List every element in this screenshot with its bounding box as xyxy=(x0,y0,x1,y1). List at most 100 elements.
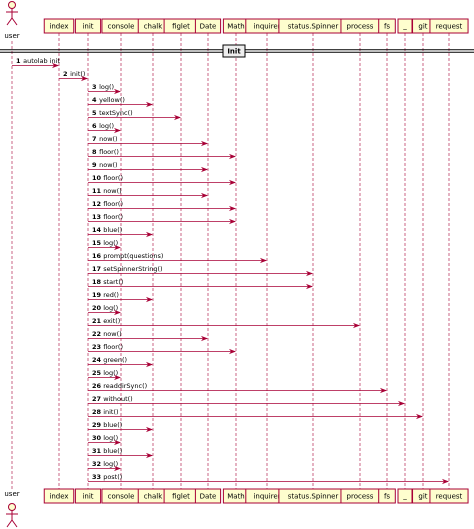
message-number: 22 xyxy=(92,330,101,338)
participant-index-top: index xyxy=(43,18,75,34)
participant-label: process xyxy=(347,23,374,31)
message-number: 23 xyxy=(92,343,101,351)
message-label: yellow() xyxy=(99,96,125,104)
message-number: 28 xyxy=(92,408,102,416)
participant-box xyxy=(43,18,75,34)
message-22: 22 now() xyxy=(88,330,208,342)
message-label: now() xyxy=(99,161,117,169)
arrowhead-icon xyxy=(306,283,313,290)
arrowhead-icon xyxy=(229,179,236,186)
arrowhead-icon xyxy=(146,296,153,303)
arrowhead-icon xyxy=(201,192,208,199)
message-label: without() xyxy=(103,395,133,403)
message-4: 4 yellow() xyxy=(88,96,153,108)
arrowhead-icon xyxy=(114,88,121,95)
message-label: floor() xyxy=(103,343,123,351)
participant-request-bottom: request xyxy=(429,488,469,504)
participant-label: git xyxy=(418,23,427,31)
message-number: 15 xyxy=(92,239,102,247)
message-number: 32 xyxy=(92,460,101,468)
actor-leg-left xyxy=(6,519,13,528)
participant-console-bottom: console xyxy=(101,488,141,504)
participant-label: chalk xyxy=(144,493,164,501)
participant-Math-bottom: Math xyxy=(222,488,250,504)
message-number: 7 xyxy=(92,135,97,143)
message-3: 3 log() xyxy=(88,83,121,95)
actor-head-icon xyxy=(8,1,16,9)
message-label: post() xyxy=(103,473,122,481)
participant-_-top: _ xyxy=(397,18,413,34)
arrowhead-icon xyxy=(114,439,121,446)
arrowhead-icon xyxy=(146,231,153,238)
divider-box xyxy=(222,44,246,58)
message-16: 16 prompt(questions) xyxy=(88,252,267,264)
arrowhead-icon xyxy=(146,101,153,108)
message-24: 24 green() xyxy=(88,356,153,368)
message-label: autolab init xyxy=(23,57,60,65)
message-label: init() xyxy=(70,70,85,78)
message-13: 13 floor() xyxy=(88,213,236,225)
participant-heads-top: user index init console chalk figlet Date Math i… xyxy=(4,1,469,40)
message-label: blue() xyxy=(103,421,122,429)
message-number: 6 xyxy=(92,122,97,130)
arrowhead-icon xyxy=(201,140,208,147)
message-label: blue() xyxy=(103,226,122,234)
message-21: 21 exit() xyxy=(88,317,360,329)
arrowhead-icon xyxy=(146,452,153,459)
participant-process-bottom: process xyxy=(340,488,380,504)
participant-box xyxy=(378,488,396,504)
arrowhead-icon xyxy=(114,374,121,381)
participant-box xyxy=(378,18,396,34)
participant-status-top: status.Spinner xyxy=(278,18,348,34)
message-label: log() xyxy=(103,239,118,247)
participant-init-top: init xyxy=(74,18,102,34)
arrowhead-icon xyxy=(260,257,267,264)
arrowhead-icon xyxy=(146,361,153,368)
message-label: now() xyxy=(103,330,121,338)
message-8: 8 floor() xyxy=(88,148,236,160)
message-26: 26 readdirSync() xyxy=(88,382,387,394)
message-label: log() xyxy=(99,122,114,130)
message-label: log() xyxy=(103,369,118,377)
participant-status-bottom: status.Spinner xyxy=(278,488,348,504)
message-number: 29 xyxy=(92,421,102,429)
arrowhead-icon xyxy=(229,205,236,212)
participant-chalk-top: chalk xyxy=(137,18,169,34)
participant-label: init xyxy=(82,493,93,501)
message-number: 1 xyxy=(16,57,21,65)
message-label: red() xyxy=(103,291,119,299)
actor-label: user xyxy=(4,490,19,498)
message-label: init() xyxy=(103,408,118,416)
participant-box xyxy=(429,488,469,504)
participant-box xyxy=(43,488,75,504)
participant-label: figlet xyxy=(172,23,190,31)
participant-figlet-top: figlet xyxy=(163,18,199,34)
message-number: 19 xyxy=(92,291,102,299)
arrowhead-icon xyxy=(114,465,121,472)
actor-leg-right xyxy=(11,17,18,26)
message-11: 11 now() xyxy=(88,187,208,199)
message-number: 9 xyxy=(92,161,97,169)
message-25: 25 log() xyxy=(88,369,121,381)
message-number: 5 xyxy=(92,109,97,117)
participant-label: Date xyxy=(200,493,217,501)
message-label: log() xyxy=(103,434,118,442)
message-number: 27 xyxy=(92,395,101,403)
participant-label: inquirer xyxy=(253,23,280,31)
participant-label: index xyxy=(49,23,68,31)
participant-label: chalk xyxy=(144,23,164,31)
lifelines xyxy=(11,33,450,489)
arrowhead-icon xyxy=(114,127,121,134)
message-number: 2 xyxy=(63,70,68,78)
participant-console-top: console xyxy=(101,18,141,34)
participant-request-top: request xyxy=(429,18,469,34)
participant-inquirer-top: inquirer xyxy=(245,18,289,34)
participant-label: fs xyxy=(384,493,390,501)
participant-label: Math xyxy=(227,23,245,31)
actor-user-top: user xyxy=(4,1,20,40)
message-number: 3 xyxy=(92,83,97,91)
actor-leg-left xyxy=(6,17,13,26)
arrowhead-icon xyxy=(81,75,88,82)
message-number: 4 xyxy=(92,96,97,104)
